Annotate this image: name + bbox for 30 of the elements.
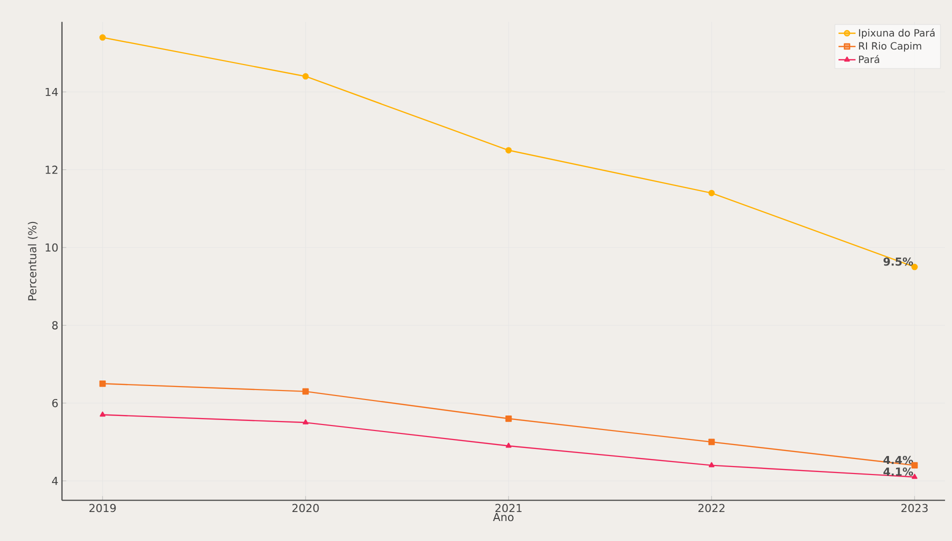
point (302, 419, 308, 424)
y-axis-title: Percentual (%) (28, 222, 38, 300)
point (99, 34, 106, 41)
data-label: 4.4% (883, 456, 914, 464)
data-label: 4.1% (883, 467, 914, 476)
point (302, 388, 309, 395)
x-tick-label: 2021 (495, 504, 522, 512)
legend-label: RI Rio Capim (859, 42, 922, 52)
x-tick-label: 2019 (89, 504, 116, 512)
point (505, 146, 512, 154)
point (99, 380, 106, 387)
legend-label: Ipixuna do Pará (859, 28, 935, 38)
x-tick-label: 2020 (292, 504, 319, 512)
y-tick-label: 4 (52, 476, 58, 485)
point (302, 73, 309, 80)
legend-label: Pará (859, 54, 880, 64)
point (708, 438, 715, 446)
y-tick-label: 6 (52, 398, 58, 408)
x-tick-label: 2023 (901, 504, 928, 512)
x-tick-label: 2022 (698, 504, 724, 512)
point (100, 411, 106, 417)
y-tick-label: 10 (46, 243, 58, 252)
point (708, 190, 715, 196)
x-axis-title: Ano (493, 512, 514, 522)
y-tick-label: 14 (46, 88, 58, 96)
y-tick-label: 8 (52, 321, 58, 330)
point (505, 415, 512, 422)
point (708, 462, 714, 468)
y-tick-label: 12 (46, 166, 58, 174)
point (506, 442, 512, 448)
